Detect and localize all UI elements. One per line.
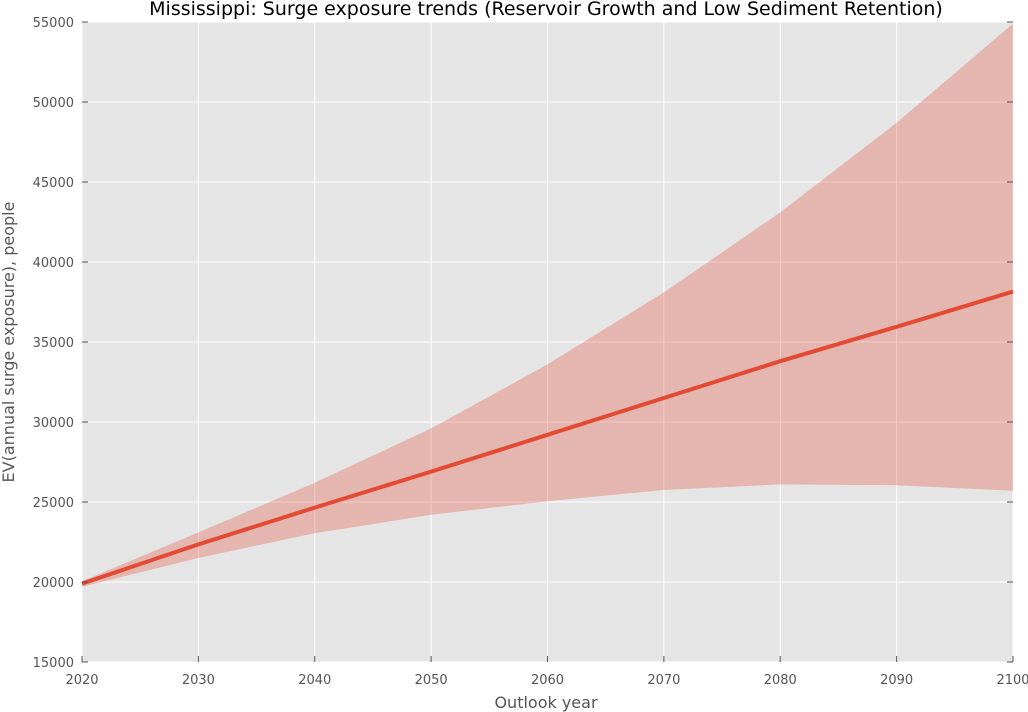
chart-title: Mississippi: Surge exposure trends (Rese…	[149, 0, 943, 20]
y-tick-label: 30000	[33, 416, 74, 431]
x-axis-label: Outlook year	[494, 693, 598, 712]
x-tick-label: 2020	[65, 673, 98, 688]
y-tick-label: 45000	[33, 176, 74, 191]
x-tick-label: 2060	[531, 673, 564, 688]
y-tick-label: 50000	[33, 96, 74, 111]
y-tick-label: 35000	[33, 336, 74, 351]
x-tick-label: 2030	[182, 673, 215, 688]
x-tick-label: 2100	[996, 673, 1028, 688]
series-line	[81, 289, 1014, 586]
x-tick-label: 2070	[647, 673, 680, 688]
x-tick-label: 2080	[764, 673, 797, 688]
ticks: 2020 2030 2040 2050 2060 2070 2080 2090 2100 1500…	[33, 16, 1028, 688]
y-tick-label: 15000	[33, 656, 74, 671]
y-axis-label: EV(annual surge exposure), people	[0, 202, 18, 483]
y-tick-label: 40000	[33, 256, 74, 271]
confidence-band	[82, 23, 1013, 587]
y-tick-label: 25000	[33, 496, 74, 511]
series-layer	[81, 23, 1014, 587]
y-tick-label: 55000	[33, 16, 74, 31]
x-tick-label: 2040	[298, 673, 331, 688]
x-tick-label: 2050	[415, 673, 448, 688]
y-tick-label: 20000	[33, 576, 74, 591]
x-tick-label: 2090	[880, 673, 913, 688]
